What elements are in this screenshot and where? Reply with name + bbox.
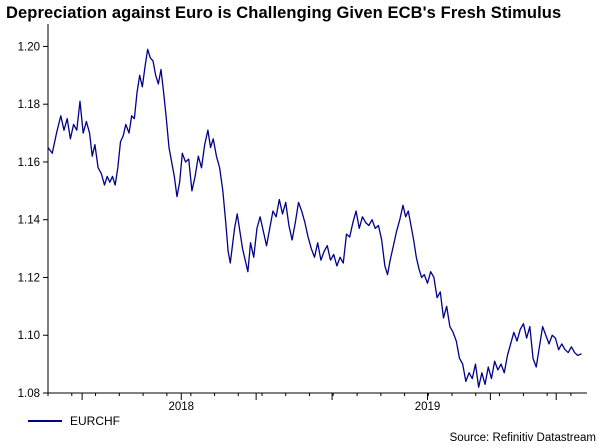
legend-label-eurchf: EURCHF: [70, 414, 120, 428]
series-line-eurchf: [47, 48, 582, 388]
series-layer: [47, 48, 582, 388]
y-tick-label: 1.20: [18, 41, 40, 53]
source-note: Source: Refinitiv Datastream: [449, 432, 596, 444]
chart-title: Depreciation against Euro is Challenging…: [6, 4, 562, 22]
y-tick-label: 1.18: [18, 99, 40, 111]
y-tick-label: 1.16: [18, 157, 40, 169]
y-tick-label: 1.10: [18, 330, 40, 342]
x-tick-label: 2019: [415, 401, 441, 413]
legend: EURCHF: [28, 414, 120, 428]
y-tick-label: 1.12: [18, 272, 40, 284]
tick-label-layer: 1.08 1.10 1.12 1.14 1.16 1.18 1.20 2018 2019: [18, 41, 441, 413]
y-tick-label: 1.14: [18, 215, 41, 227]
y-tick-label: 1.08: [18, 388, 40, 400]
x-tick-label: 2018: [168, 401, 194, 413]
legend-swatch-eurchf: [28, 420, 62, 422]
axis-layer: [43, 24, 587, 400]
